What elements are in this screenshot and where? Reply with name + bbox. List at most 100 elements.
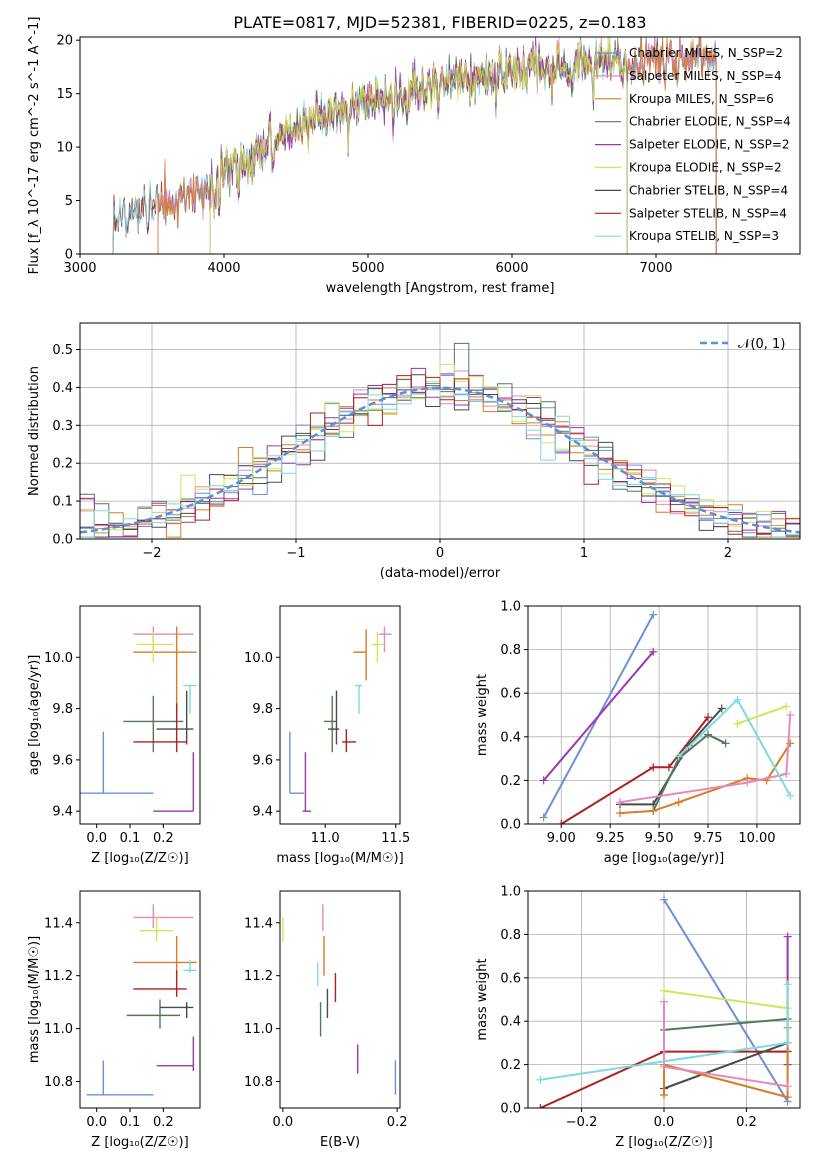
legend-entry: Kroupa MILES, N_SSP=6 bbox=[629, 92, 774, 106]
y-tick-label: 20 bbox=[56, 34, 73, 49]
x-tick-label: −1 bbox=[286, 546, 305, 561]
legend-entry: Chabrier MILES, N_SSP=2 bbox=[629, 46, 783, 60]
x-tick-label: 9.50 bbox=[645, 831, 674, 846]
y-tick-label: 11.0 bbox=[244, 1022, 273, 1037]
x-axis-label: E(B-V) bbox=[320, 1135, 360, 1150]
x-tick-label: 1 bbox=[580, 546, 588, 561]
y-tick-label: 0.2 bbox=[500, 1058, 521, 1073]
panel-weight-vs-age: 9.00 9.25 9.50 9.75 10.00 0.0 0.2 0.4 0.6 0.8 1.0 a… bbox=[475, 600, 801, 866]
errorbar-point bbox=[354, 684, 362, 714]
panel-mass-vs-EBV: 0.0 0.2 10.8 11.0 11.2 11.4 E(B-V) bbox=[244, 890, 407, 1150]
x-tick-label: 0.0 bbox=[86, 1115, 107, 1130]
errorbar-point bbox=[133, 970, 187, 997]
y-tick-label: 0.2 bbox=[500, 774, 521, 789]
x-tick-label: 0 bbox=[436, 546, 444, 561]
x-tick-label: 0.2 bbox=[153, 1115, 174, 1130]
mass-weight-line bbox=[620, 707, 723, 806]
y-tick-label: 1.0 bbox=[500, 885, 521, 900]
y-tick-label: 0.8 bbox=[500, 928, 521, 943]
histogram-step bbox=[80, 388, 800, 538]
errorbar-point bbox=[133, 904, 194, 929]
legend-entry: Salpeter STELIB, N_SSP=4 bbox=[629, 206, 787, 220]
mass-weight-line bbox=[663, 1027, 789, 1099]
mass-weight-line bbox=[663, 899, 789, 1103]
mass-weight-line bbox=[663, 1001, 788, 1088]
legend-entry: Chabrier ELODIE, N_SSP=4 bbox=[629, 115, 791, 129]
x-tick-label: 5000 bbox=[351, 261, 384, 276]
y-axis-label: Normed distribution bbox=[27, 366, 42, 496]
x-tick-label: 9.25 bbox=[596, 831, 625, 846]
errorbar-point bbox=[342, 729, 357, 753]
axes-frame bbox=[79, 605, 201, 825]
y-axis-label: mass weight bbox=[475, 674, 490, 756]
x-tick-label: 0.0 bbox=[273, 1115, 294, 1130]
panel-mass-vs-Z: 0.0 0.1 0.2 10.8 11.0 11.2 11.4 Z [log₁₀(Z/Z☉)]… bbox=[27, 890, 201, 1150]
errorbar-point bbox=[133, 703, 187, 753]
mass-weight-line bbox=[652, 733, 727, 812]
errorbar-point bbox=[302, 752, 312, 812]
legend-entry: Kroupa ELODIE, N_SSP=2 bbox=[629, 161, 782, 175]
plot-area bbox=[539, 610, 795, 824]
mass-weight-line bbox=[619, 742, 792, 815]
x-tick-label: 3000 bbox=[63, 261, 96, 276]
panel-residuals: −2 −1 0 1 2 0.0 0.1 0.2 0.3 0.4 0.5 (data-model)/er… bbox=[27, 322, 801, 581]
y-tick-label: 10.8 bbox=[44, 1075, 73, 1090]
x-tick-label: −0.2 bbox=[566, 1115, 598, 1130]
x-axis-label: mass [log₁₀(M/M☉)] bbox=[276, 851, 403, 866]
x-tick-label: 6000 bbox=[495, 261, 528, 276]
panel-age-vs-mass: 11.0 11.5 9.4 9.6 9.8 10.0 mass [log₁₀(M/M☉)] bbox=[244, 605, 410, 866]
x-axis-label: Z [log₁₀(Z/Z☉)] bbox=[91, 1135, 188, 1150]
y-tick-label: 0.0 bbox=[500, 1102, 521, 1117]
axes-overlay: 11.0 11.5 9.4 9.6 9.8 10.0 mass [log₁₀(M/M☉)] bbox=[244, 605, 410, 866]
histogram-step bbox=[80, 363, 800, 534]
plot-area bbox=[86, 904, 197, 1096]
errorbar-point bbox=[289, 731, 304, 794]
y-tick-label: 0.6 bbox=[500, 687, 521, 702]
x-tick-label: 0.1 bbox=[120, 831, 141, 846]
y-tick-label: 1.0 bbox=[500, 600, 521, 615]
axes-frame bbox=[527, 605, 801, 825]
x-axis-label: Z [log₁₀(Z/Z☉)] bbox=[91, 851, 188, 866]
legend-entry: Chabrier STELIB, N_SSP=4 bbox=[629, 183, 788, 197]
errorbar-point bbox=[126, 999, 180, 1029]
errorbar-point bbox=[80, 731, 154, 794]
errorbar-point bbox=[133, 626, 197, 714]
y-tick-label: 9.8 bbox=[252, 702, 273, 717]
x-axis-label: (data-model)/error bbox=[380, 566, 501, 581]
y-tick-label: 0.8 bbox=[500, 643, 521, 658]
y-tick-label: 9.8 bbox=[52, 702, 73, 717]
errorbar-point bbox=[133, 935, 197, 976]
y-tick-label: 10.8 bbox=[244, 1075, 273, 1090]
y-tick-label: 0.0 bbox=[52, 533, 73, 548]
plot-area bbox=[112, 37, 717, 254]
y-tick-label: 0.6 bbox=[500, 971, 521, 986]
mass-weight-line bbox=[663, 1041, 788, 1090]
axes-frame bbox=[279, 890, 401, 1109]
y-tick-label: 0.3 bbox=[52, 419, 73, 434]
legend-entry: Kroupa STELIB, N_SSP=3 bbox=[629, 229, 779, 243]
x-tick-label: 0.1 bbox=[120, 1115, 141, 1130]
x-tick-label: 9.00 bbox=[547, 831, 576, 846]
x-axis-label: age [log₁₀(age/yr)] bbox=[604, 851, 725, 866]
y-tick-label: 9.4 bbox=[252, 805, 273, 820]
errorbar-point bbox=[183, 684, 197, 714]
x-tick-label: 4000 bbox=[207, 261, 240, 276]
errorbar-point bbox=[136, 631, 174, 663]
y-tick-label: 15 bbox=[56, 87, 73, 102]
x-tick-label: 0.2 bbox=[153, 831, 174, 846]
x-tick-label: 11.0 bbox=[311, 831, 340, 846]
axes-overlay: 3000 4000 5000 6000 7000 0 5 10 15 20 wavelength [… bbox=[27, 17, 801, 296]
errorbar-point bbox=[160, 1002, 194, 1019]
errorbar-point bbox=[378, 626, 392, 653]
y-tick-label: 11.4 bbox=[44, 916, 73, 931]
y-tick-label: 10 bbox=[56, 141, 73, 156]
figure-title: PLATE=0817, MJD=52381, FIBERID=0225, z=0… bbox=[233, 13, 646, 32]
y-tick-label: 10.0 bbox=[44, 651, 73, 666]
x-tick-label: 0.0 bbox=[86, 831, 107, 846]
histogram-step bbox=[80, 375, 800, 538]
y-tick-label: 9.4 bbox=[52, 805, 73, 820]
errorbar-point bbox=[140, 917, 174, 942]
y-tick-label: 0.0 bbox=[500, 818, 521, 833]
axes-overlay: −0.2 0.0 0.2 0.0 0.2 0.4 0.6 0.8 1.0 Z [log₁₀(Z/Z… bbox=[475, 885, 801, 1150]
